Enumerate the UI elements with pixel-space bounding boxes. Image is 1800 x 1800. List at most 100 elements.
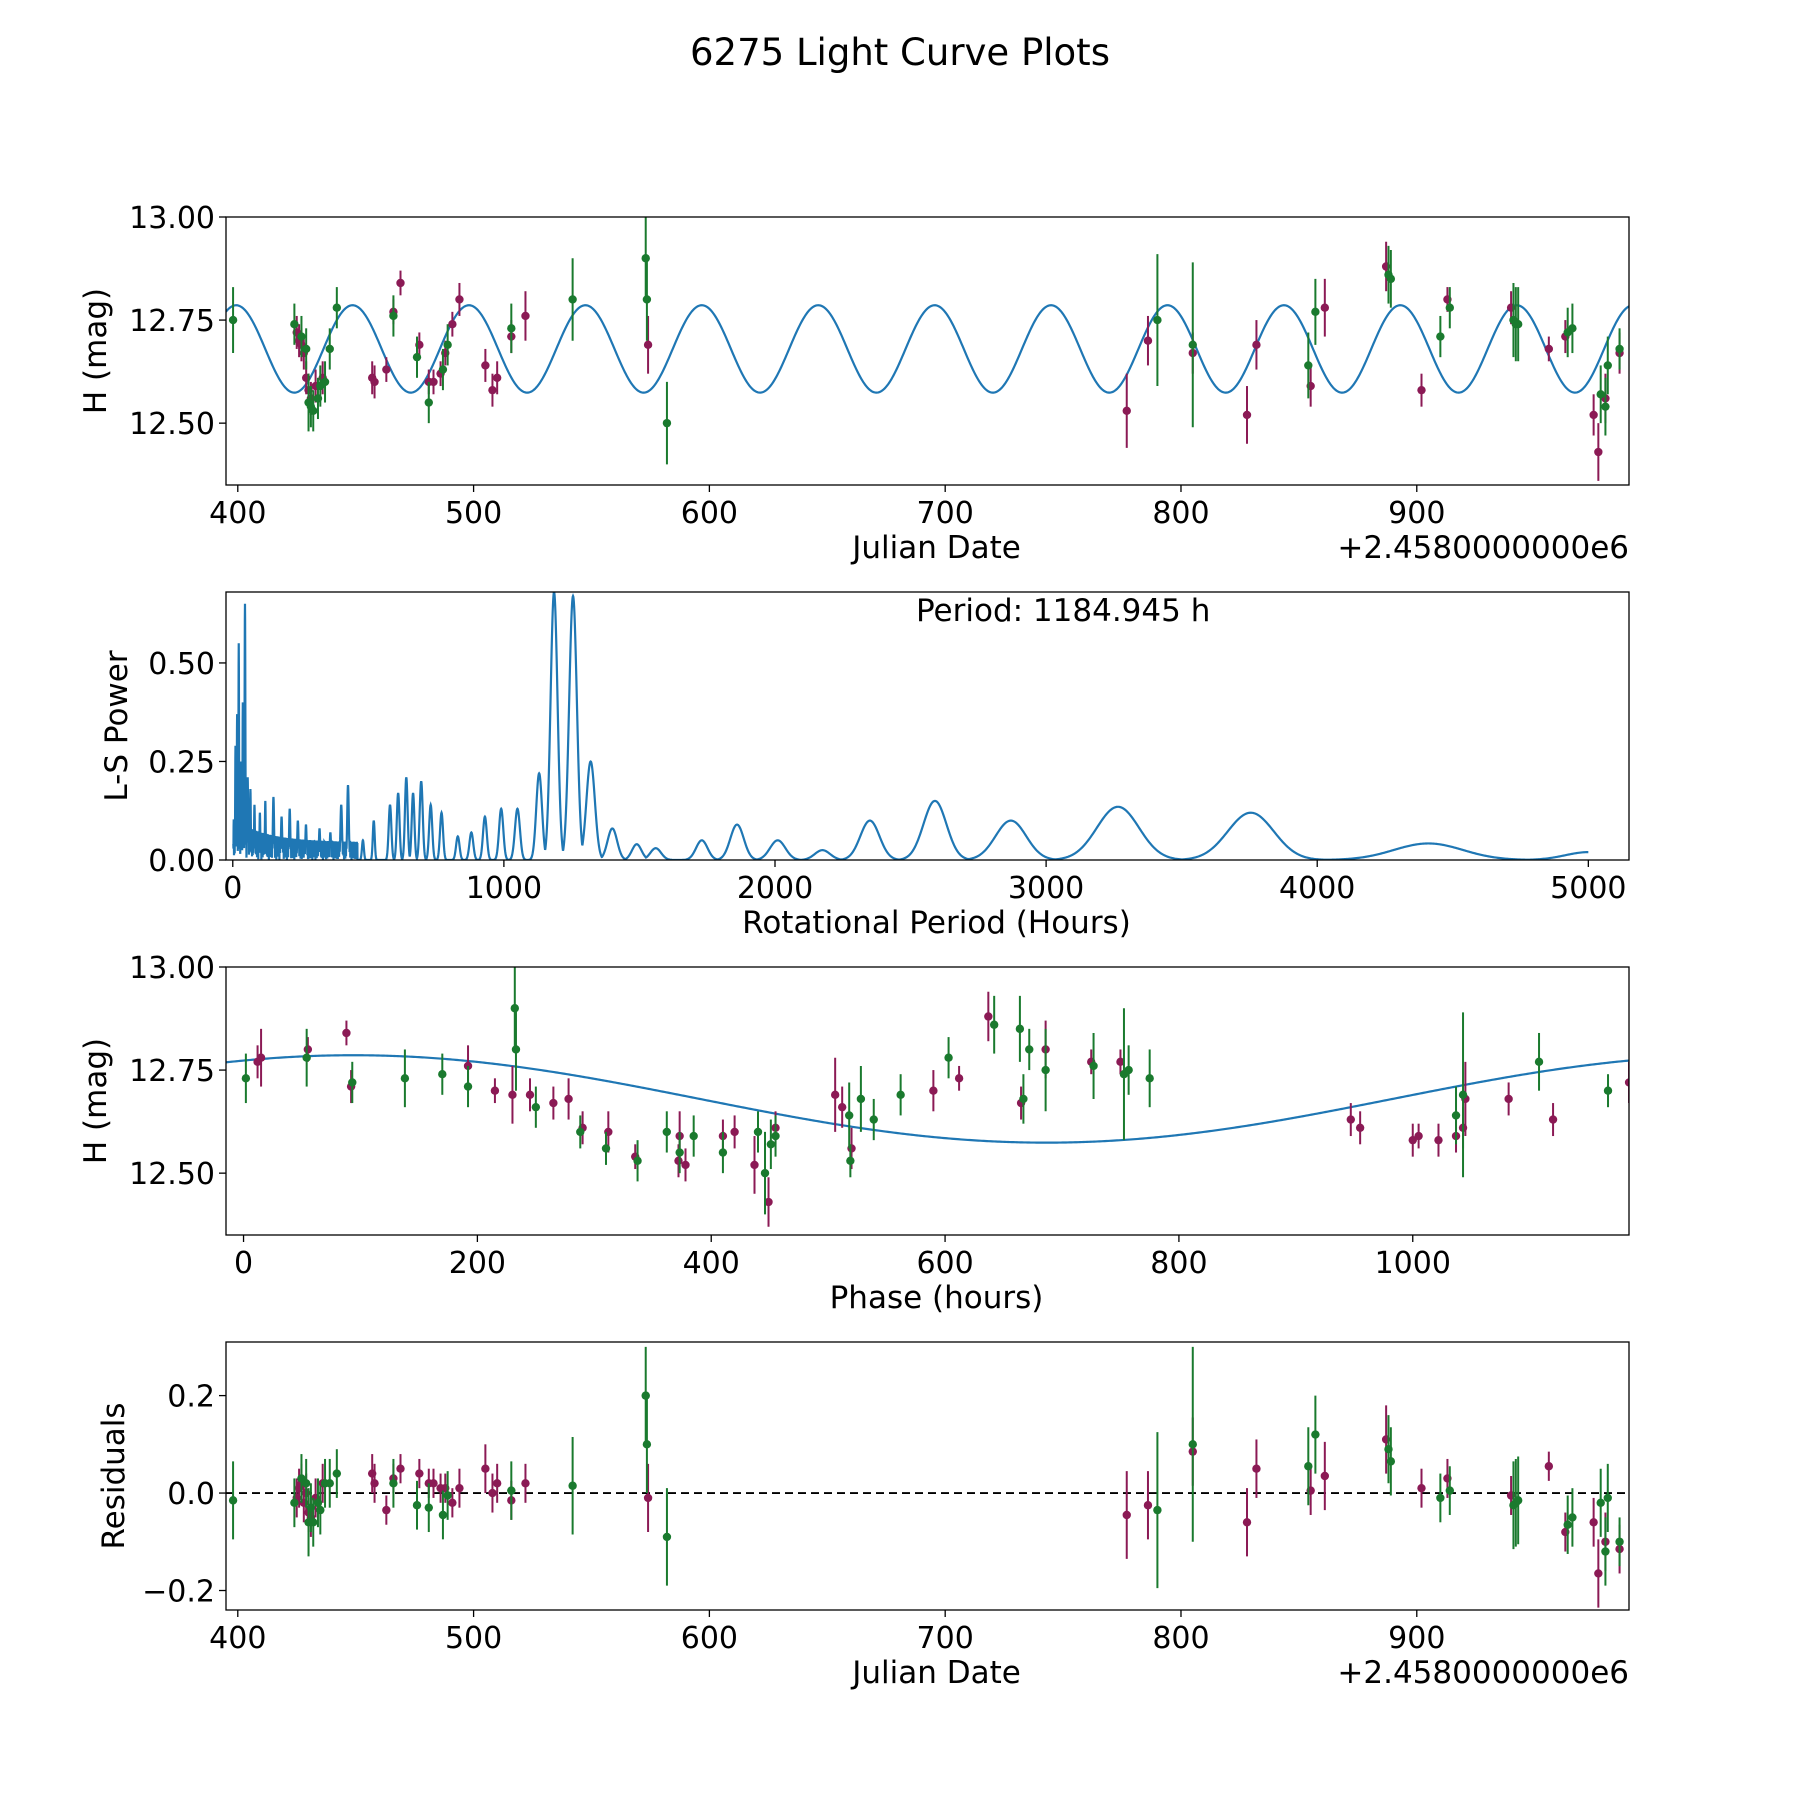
data-point-green (290, 1498, 299, 1508)
plot-frame (225, 591, 1630, 861)
data-point-magenta (490, 1086, 500, 1095)
data-point-green (869, 1115, 878, 1124)
x-tick-label: 600 (916, 1246, 973, 1281)
data-point-green (507, 1486, 516, 1495)
data-point-magenta (1242, 1518, 1252, 1527)
data-point-magenta (525, 1090, 535, 1100)
data-point-magenta (1414, 1131, 1423, 1141)
y-tick-label: 12.75 (129, 304, 215, 339)
data-point-green (1601, 1547, 1610, 1556)
data-point-magenta (492, 1479, 502, 1488)
data-point-magenta (382, 365, 391, 374)
data-point-green (443, 1491, 452, 1500)
plot-frame (225, 1341, 1630, 1611)
data-point-magenta (521, 1479, 530, 1488)
data-point-magenta (984, 1012, 993, 1021)
data-point-green (228, 1496, 238, 1505)
x-tick-label: 900 (1388, 1621, 1445, 1656)
data-point-magenta (1143, 336, 1153, 345)
data-point-green (662, 1127, 671, 1137)
data-point-magenta (954, 1074, 964, 1083)
data-point-magenta (1548, 1115, 1558, 1124)
data-point-green (325, 344, 334, 354)
data-point-green (1513, 1496, 1523, 1505)
data-point-green (1568, 1513, 1577, 1522)
data-point-green (641, 1391, 650, 1400)
data-point-magenta (764, 1197, 773, 1207)
data-point-green (1596, 390, 1605, 399)
data-point-green (412, 1501, 422, 1510)
data-point-green (290, 320, 299, 329)
y-axis-label: H (mag) (78, 288, 114, 414)
data-point-magenta (1355, 1123, 1365, 1133)
data-point-magenta (1504, 1094, 1513, 1104)
data-point-magenta (1544, 1462, 1554, 1471)
data-point-green (302, 1053, 311, 1062)
data-point-green (771, 1131, 780, 1141)
data-point-green (1025, 1045, 1034, 1054)
data-point-green (297, 332, 306, 341)
data-point-green (511, 1045, 521, 1054)
data-point-green (438, 1510, 448, 1520)
data-point-magenta (396, 1464, 405, 1473)
data-point-magenta (1242, 410, 1252, 420)
data-point-magenta (455, 1483, 464, 1493)
data-point-green (662, 418, 672, 428)
data-point-green (309, 1518, 318, 1527)
data-point-green (389, 1479, 398, 1488)
data-point-magenta (370, 1479, 379, 1488)
y-axis-label: L-S Power (99, 650, 135, 801)
x-tick-label: 700 (917, 496, 974, 531)
data-point-magenta (342, 1028, 351, 1038)
x-axis-label: Rotational Period (Hours) (742, 905, 1131, 941)
y-tick-label: 0.2 (167, 1380, 215, 1415)
x-tick-label: 700 (917, 1621, 974, 1656)
data-point-green (510, 1004, 519, 1013)
x-tick-label: 500 (445, 496, 502, 531)
data-point-green (1615, 344, 1624, 354)
data-point-magenta (370, 377, 379, 387)
plot-area (232, 592, 1589, 860)
subplot-lightcurve: 400 500 600 700 800 900 12.50 12.75 13.00 Julian … (78, 201, 1630, 566)
data-point-green (760, 1168, 770, 1178)
x-tick-label: 600 (681, 1621, 738, 1656)
x-tick-label: 400 (683, 1246, 740, 1281)
data-point-magenta (429, 377, 438, 387)
data-point-green (846, 1156, 855, 1165)
data-point-magenta (750, 1160, 759, 1170)
data-point-green (1436, 1493, 1445, 1503)
x-tick-label: 0 (223, 871, 242, 906)
plot-frame (225, 966, 1630, 1236)
y-tick-label: 0.00 (148, 844, 215, 879)
data-point-green (1436, 332, 1445, 341)
data-point-green (662, 1532, 672, 1542)
data-point-green (1534, 1057, 1544, 1067)
x-tick-label: 2000 (737, 871, 813, 906)
data-point-green (1041, 1065, 1050, 1075)
data-point-magenta (681, 1160, 690, 1170)
x-tick-label: 800 (1150, 1246, 1207, 1281)
x-tick-label: 0 (234, 1246, 253, 1281)
data-point-green (1445, 303, 1454, 312)
data-point-magenta (1320, 303, 1330, 312)
data-point-green (1386, 1457, 1396, 1466)
plot-frame (225, 216, 1630, 486)
data-point-magenta (1116, 1057, 1125, 1067)
data-point-green (301, 1479, 311, 1488)
data-point-magenta (429, 1479, 438, 1488)
data-point-magenta (521, 311, 530, 321)
y-tick-label: 12.50 (129, 1157, 215, 1192)
data-point-magenta (303, 1045, 313, 1054)
plot-area (226, 1346, 1629, 1608)
data-point-green (332, 303, 342, 312)
x-tick-label: 200 (449, 1246, 506, 1281)
data-point-green (228, 315, 238, 325)
subplot-grid: 400 500 600 700 800 900 12.50 12.75 13.00 Julian … (78, 201, 1630, 1691)
data-point-green (316, 1505, 325, 1515)
y-tick-label: 12.75 (129, 1054, 215, 1089)
data-point-magenta (448, 320, 457, 329)
data-point-magenta (1122, 406, 1131, 415)
x-tick-label: 400 (209, 1621, 266, 1656)
data-point-magenta (1252, 340, 1261, 350)
